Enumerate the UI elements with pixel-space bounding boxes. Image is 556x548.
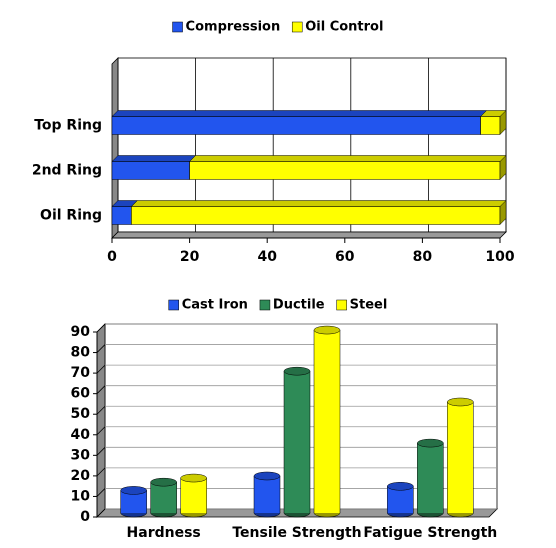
cylinder-top xyxy=(387,482,414,491)
cylinder-body xyxy=(120,490,147,513)
legend-swatch xyxy=(291,21,303,33)
x-tick-label: 80 xyxy=(413,249,433,265)
bar-top xyxy=(111,110,488,117)
y-tick-label: 2nd Ring xyxy=(32,163,102,179)
legend-swatch xyxy=(336,299,347,311)
x-tick-label: 100 xyxy=(485,249,514,265)
y-tick-label: 90 xyxy=(71,324,91,340)
cylinder xyxy=(417,438,444,518)
bar-front xyxy=(111,116,481,135)
cylinder-top xyxy=(120,486,147,495)
cylinder-body xyxy=(387,486,414,513)
grid-line xyxy=(96,426,106,436)
y-tick-label: 40 xyxy=(71,427,91,443)
bar-front xyxy=(189,161,501,180)
legend: Compression Oil Control xyxy=(172,20,383,35)
grid-line xyxy=(96,344,106,353)
cylinder-top xyxy=(313,325,341,335)
y-tick-label: 60 xyxy=(71,386,91,402)
cylinder-top xyxy=(253,471,281,481)
bar-segment xyxy=(188,154,507,181)
cylinder-body xyxy=(254,476,280,513)
y-tick-label: Oil Ring xyxy=(40,208,102,224)
bar-front xyxy=(111,161,190,180)
bar-top xyxy=(111,155,197,162)
legend-swatch xyxy=(259,299,271,311)
grid-line xyxy=(96,467,106,477)
cylinder-body xyxy=(447,402,474,513)
legend-label: Ductile xyxy=(273,298,325,313)
cylinder-top xyxy=(447,397,474,407)
cylinder-top xyxy=(150,477,177,487)
x-tick-label: Hardness xyxy=(127,525,201,541)
bar-front xyxy=(111,206,132,225)
legend-swatch xyxy=(168,299,179,311)
grid-line xyxy=(96,323,106,333)
grid-line xyxy=(96,364,106,374)
x-tick-label: 40 xyxy=(257,249,277,265)
cylinder xyxy=(120,486,147,518)
cylinder-body xyxy=(180,478,207,513)
y-tick-label: 80 xyxy=(71,345,91,361)
legend-label: Cast Iron xyxy=(182,298,248,313)
cylinder-top xyxy=(283,366,311,376)
cylinder-body xyxy=(284,371,310,513)
y-tick-label: 20 xyxy=(71,468,91,484)
cylinder xyxy=(387,482,414,518)
y-tick-label: 30 xyxy=(71,447,91,463)
x-tick-label: 20 xyxy=(180,249,200,265)
cylinder xyxy=(180,473,207,518)
cylinder xyxy=(150,477,177,518)
grid-line xyxy=(96,405,106,415)
legend-label: Steel xyxy=(350,298,388,313)
bar-segment xyxy=(130,199,507,226)
cylinder xyxy=(313,325,341,518)
cylinder-body xyxy=(417,443,444,513)
grid-line xyxy=(96,508,106,518)
x-tick-label: Tensile Strength xyxy=(232,525,361,541)
cylinder-body xyxy=(150,482,177,513)
bar-side xyxy=(499,199,507,226)
legend: Cast Iron Ductile Steel xyxy=(168,298,388,313)
cylinder-body xyxy=(314,330,340,513)
cylinder xyxy=(283,366,311,518)
floor xyxy=(111,231,507,239)
y-tick-label: 50 xyxy=(71,406,91,422)
y-tick-label: 10 xyxy=(71,488,91,504)
bar-side xyxy=(499,154,507,181)
left-wall xyxy=(96,323,106,518)
bar-front xyxy=(131,206,501,225)
x-tick-label: Fatigue Strength xyxy=(363,525,497,541)
grid-line xyxy=(96,385,106,394)
legend-label: Oil Control xyxy=(305,20,383,35)
cylinder xyxy=(253,471,281,518)
bar-segment xyxy=(479,109,507,136)
x-tick-label: 60 xyxy=(335,249,355,265)
bar-top xyxy=(188,155,507,162)
bar-segment xyxy=(111,154,197,181)
bar-segment xyxy=(111,109,488,136)
grid-line xyxy=(96,447,106,456)
bar-side xyxy=(499,109,507,136)
legend-swatch xyxy=(172,21,183,33)
cylinder xyxy=(447,397,474,518)
bar-front xyxy=(480,116,501,135)
y-tick-label: Top Ring xyxy=(34,118,102,134)
grid-line xyxy=(96,488,106,497)
cylinder-top xyxy=(417,438,444,448)
legend-label: Compression xyxy=(186,20,281,35)
x-tick-label: 0 xyxy=(107,249,117,265)
bar-top xyxy=(130,200,507,207)
cylinder-top xyxy=(180,473,207,483)
y-tick-label: 70 xyxy=(71,365,91,381)
y-tick-label: 0 xyxy=(80,509,90,525)
